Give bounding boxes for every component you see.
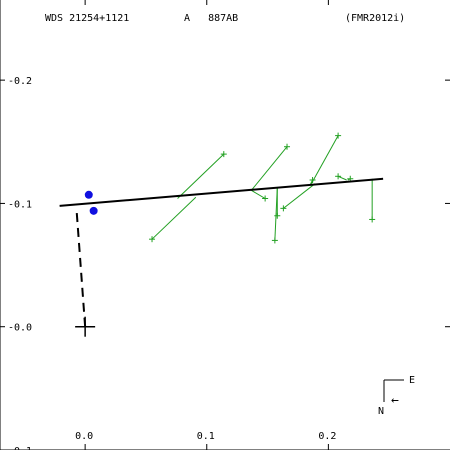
primary-connector-line xyxy=(75,210,87,327)
header-wds-id: WDS 21254+1121 xyxy=(45,13,129,24)
residual-line xyxy=(310,135,339,184)
x-tick-label: 0.2 xyxy=(318,431,336,442)
y-tick-label: -0.1 xyxy=(8,199,32,210)
observation-point xyxy=(309,177,316,183)
observation-point xyxy=(149,236,156,243)
highlighted-point xyxy=(84,190,93,199)
header-reference: (FMR2012i) xyxy=(345,13,405,24)
residual-line xyxy=(251,146,288,191)
residual-line xyxy=(250,189,266,199)
observation-point xyxy=(335,132,342,139)
series-layer xyxy=(59,132,384,337)
header-pair: A 887AB xyxy=(184,13,238,24)
y-tick-label: -0.2 xyxy=(8,76,32,87)
observation-point xyxy=(220,151,227,158)
compass-north-label: N xyxy=(378,406,384,417)
observation-point xyxy=(335,173,342,180)
observation-point xyxy=(274,212,281,219)
residual-line xyxy=(151,196,197,240)
observation-point xyxy=(284,143,291,150)
compass-east-label: E xyxy=(409,375,415,386)
compass-arrow: ← xyxy=(391,393,399,408)
compass: E N ← xyxy=(378,375,415,417)
observation-point xyxy=(280,205,287,212)
y-tick-label: -0.1 xyxy=(8,446,32,450)
observation-point xyxy=(271,237,278,244)
residual-line xyxy=(337,175,347,181)
observation-point xyxy=(369,216,376,223)
observation-point xyxy=(262,195,269,202)
x-tick-label: 0.0 xyxy=(75,431,93,442)
residual-line xyxy=(177,153,225,199)
residual-line xyxy=(283,183,316,209)
highlighted-point xyxy=(89,206,98,215)
x-tick-label: 0.1 xyxy=(197,431,215,442)
y-tick-label: -0.0 xyxy=(8,323,32,334)
primary-star-marker xyxy=(75,316,96,337)
orbit-line xyxy=(59,177,384,207)
